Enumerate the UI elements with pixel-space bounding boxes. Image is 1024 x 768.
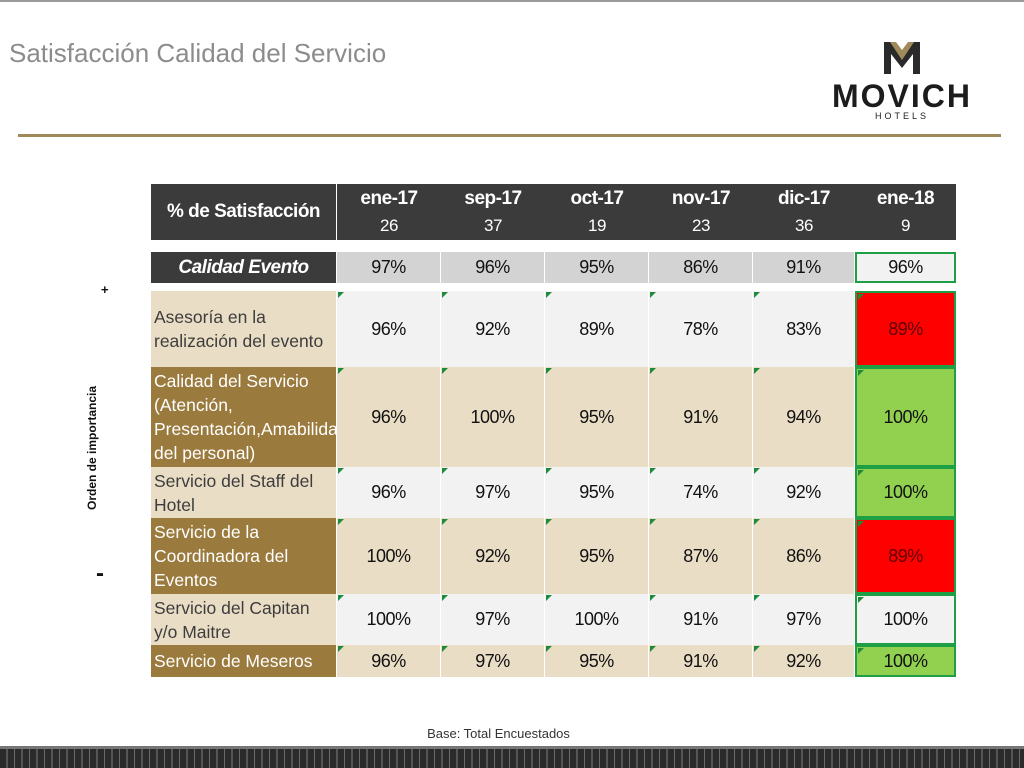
calidad-evento-value: 95% xyxy=(545,252,648,283)
header-sample-size: 26 xyxy=(380,216,398,235)
header-month: sep-17 37 xyxy=(441,184,545,240)
row-value: 100% xyxy=(855,367,956,467)
axis-plus: + xyxy=(101,282,109,297)
row-value: 89% xyxy=(545,291,648,367)
row-label: Servicio de la Coordinadora del Eventos xyxy=(151,518,336,594)
row-value: 100% xyxy=(855,594,956,645)
header-sample-size: 19 xyxy=(588,216,606,235)
row-value: 96% xyxy=(337,467,440,518)
gold-divider xyxy=(18,134,1001,137)
row-value: 97% xyxy=(441,467,544,518)
row-value: 92% xyxy=(753,645,854,677)
calidad-evento-value: 91% xyxy=(753,252,854,283)
header-month: ene-18 9 xyxy=(855,184,956,240)
row-value: 100% xyxy=(545,594,648,645)
row-value: 97% xyxy=(441,645,544,677)
row-value: 86% xyxy=(753,518,854,594)
row-value: 87% xyxy=(649,518,752,594)
header-month-label: ene-18 xyxy=(876,188,935,209)
calidad-evento-value: 97% xyxy=(337,252,440,283)
row-value: 96% xyxy=(337,645,440,677)
logo-word: MOVICH xyxy=(832,78,972,114)
row-value: 89% xyxy=(855,291,956,367)
row-value: 78% xyxy=(649,291,752,367)
row-value: 100% xyxy=(441,367,544,467)
calidad-evento-value: 86% xyxy=(649,252,752,283)
calidad-evento-label: Calidad Evento xyxy=(151,252,336,283)
logo-mark-icon xyxy=(884,42,920,74)
row-value: 96% xyxy=(337,291,440,367)
calidad-evento-value: 96% xyxy=(855,252,956,283)
header-month-label: nov-17 xyxy=(671,188,731,209)
row-value: 100% xyxy=(855,467,956,518)
row-value: 92% xyxy=(753,467,854,518)
row-label: Calidad del Servicio (Atención, Presenta… xyxy=(151,367,348,467)
row-value: 95% xyxy=(545,367,648,467)
row-value: 91% xyxy=(649,367,752,467)
header-sample-size: 37 xyxy=(484,216,502,235)
header-sample-size: 23 xyxy=(692,216,710,235)
header-month-label: dic-17 xyxy=(778,188,830,209)
row-value: 95% xyxy=(545,645,648,677)
footer-base-note: Base: Total Encuestados xyxy=(427,726,570,741)
header-month: nov-17 23 xyxy=(649,184,753,240)
header-month: ene-17 26 xyxy=(337,184,441,240)
row-value: 95% xyxy=(545,467,648,518)
row-value: 97% xyxy=(441,594,544,645)
movich-logo: MOVICH HOTELS xyxy=(816,38,988,124)
row-value: 92% xyxy=(441,291,544,367)
calidad-evento-value: 96% xyxy=(441,252,544,283)
row-value: 96% xyxy=(337,367,440,467)
header-month: oct-17 19 xyxy=(545,184,649,240)
header-month: dic-17 36 xyxy=(753,184,855,240)
row-value: 91% xyxy=(649,645,752,677)
header-month-label: ene-17 xyxy=(360,188,418,209)
top-rule xyxy=(0,0,1024,2)
row-value: 94% xyxy=(753,367,854,467)
row-value: 74% xyxy=(649,467,752,518)
row-value: 100% xyxy=(337,518,440,594)
header-month-label: sep-17 xyxy=(464,188,522,209)
row-value: 92% xyxy=(441,518,544,594)
page-title: Satisfacción Calidad del Servicio xyxy=(9,38,387,68)
row-label: Servicio del Capitan y/o Maitre xyxy=(151,594,336,645)
row-label: Servicio del Staff del Hotel xyxy=(151,467,336,518)
header-sample-size: 9 xyxy=(901,216,910,235)
row-value: 97% xyxy=(753,594,854,645)
logo-subtitle: HOTELS xyxy=(874,111,929,121)
header-month-label: oct-17 xyxy=(570,188,624,209)
header-sample-size: 36 xyxy=(795,216,813,235)
row-label: Asesoría en la realización del evento xyxy=(151,291,336,367)
footer-band xyxy=(0,746,1024,768)
row-label: Servicio de Meseros xyxy=(151,645,336,677)
header-label: % de Satisfacción xyxy=(151,184,336,240)
axis-minus: - xyxy=(96,560,104,587)
row-value: 89% xyxy=(855,518,956,594)
row-value: 100% xyxy=(855,645,956,677)
axis-label: Orden de importancia xyxy=(85,385,99,511)
row-value: 91% xyxy=(649,594,752,645)
row-value: 95% xyxy=(545,518,648,594)
row-value: 83% xyxy=(753,291,854,367)
row-value: 100% xyxy=(337,594,440,645)
